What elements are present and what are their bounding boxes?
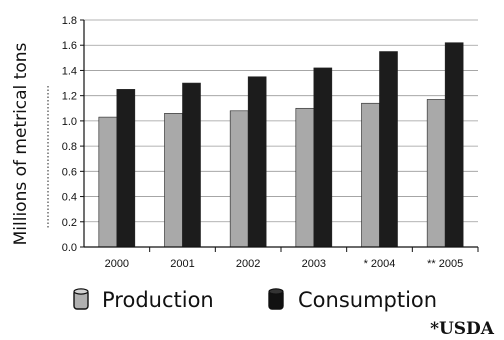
axes (80, 19, 479, 252)
y-tick-label: 1.6 (62, 40, 77, 52)
x-tick-label: 2002 (236, 258, 260, 270)
x-tick-label: * 2004 (364, 258, 396, 270)
y-tick-label: 0.6 (62, 166, 77, 178)
x-tick-label: 2003 (302, 258, 326, 270)
bar-production-2002 (229, 110, 249, 248)
y-tick-label: 0.0 (62, 242, 77, 254)
bar-production-2004 (361, 102, 380, 248)
bar-production-2001 (164, 113, 183, 248)
bars (98, 42, 464, 248)
y-tick-label: 0.2 (62, 217, 77, 229)
gridlines (84, 19, 478, 223)
bar-consumption-2001 (182, 82, 201, 248)
consumption-swatch-icon (268, 288, 284, 310)
y-tick-labels: 0.0 0.2 0.4 0.6 0.8 1.0 1.2 1.4 1.6 1.8 (62, 15, 77, 254)
bar-production-2000 (98, 116, 118, 248)
bar-consumption-2002 (247, 76, 267, 248)
legend: Production Consumption (73, 288, 437, 312)
legend-label-consumption: Consumption (298, 288, 437, 312)
bar-consumption-2000 (116, 89, 136, 248)
production-swatch-icon (73, 288, 89, 310)
bar-consumption-2004 (379, 51, 398, 248)
x-tick-label: 2000 (105, 258, 129, 270)
y-tick-label: 1.2 (62, 91, 77, 103)
y-tick-label: 1.0 (62, 116, 77, 128)
bar-consumption-2005 (444, 42, 464, 248)
legend-label-production: Production (102, 288, 214, 312)
bar-consumption-2003 (313, 67, 333, 248)
x-tick-label: 2001 (170, 258, 194, 270)
legend-item-production: Production (73, 288, 214, 312)
legend-item-consumption: Consumption (268, 288, 437, 312)
y-tick-label: 1.8 (62, 15, 77, 27)
y-tick-label: 0.8 (62, 141, 77, 153)
y-tick-label: 1.4 (62, 65, 77, 77)
bar-production-2005 (426, 99, 446, 248)
x-tick-labels: 2000 2001 2002 2003 * 2004 ** 2005 (105, 258, 464, 270)
source-note: *USDA (430, 319, 495, 339)
x-tick-label: ** 2005 (427, 258, 463, 270)
bar-production-2003 (295, 107, 315, 248)
y-tick-label: 0.4 (62, 192, 77, 204)
y-axis-label: Millions of metrical tons (11, 42, 31, 245)
